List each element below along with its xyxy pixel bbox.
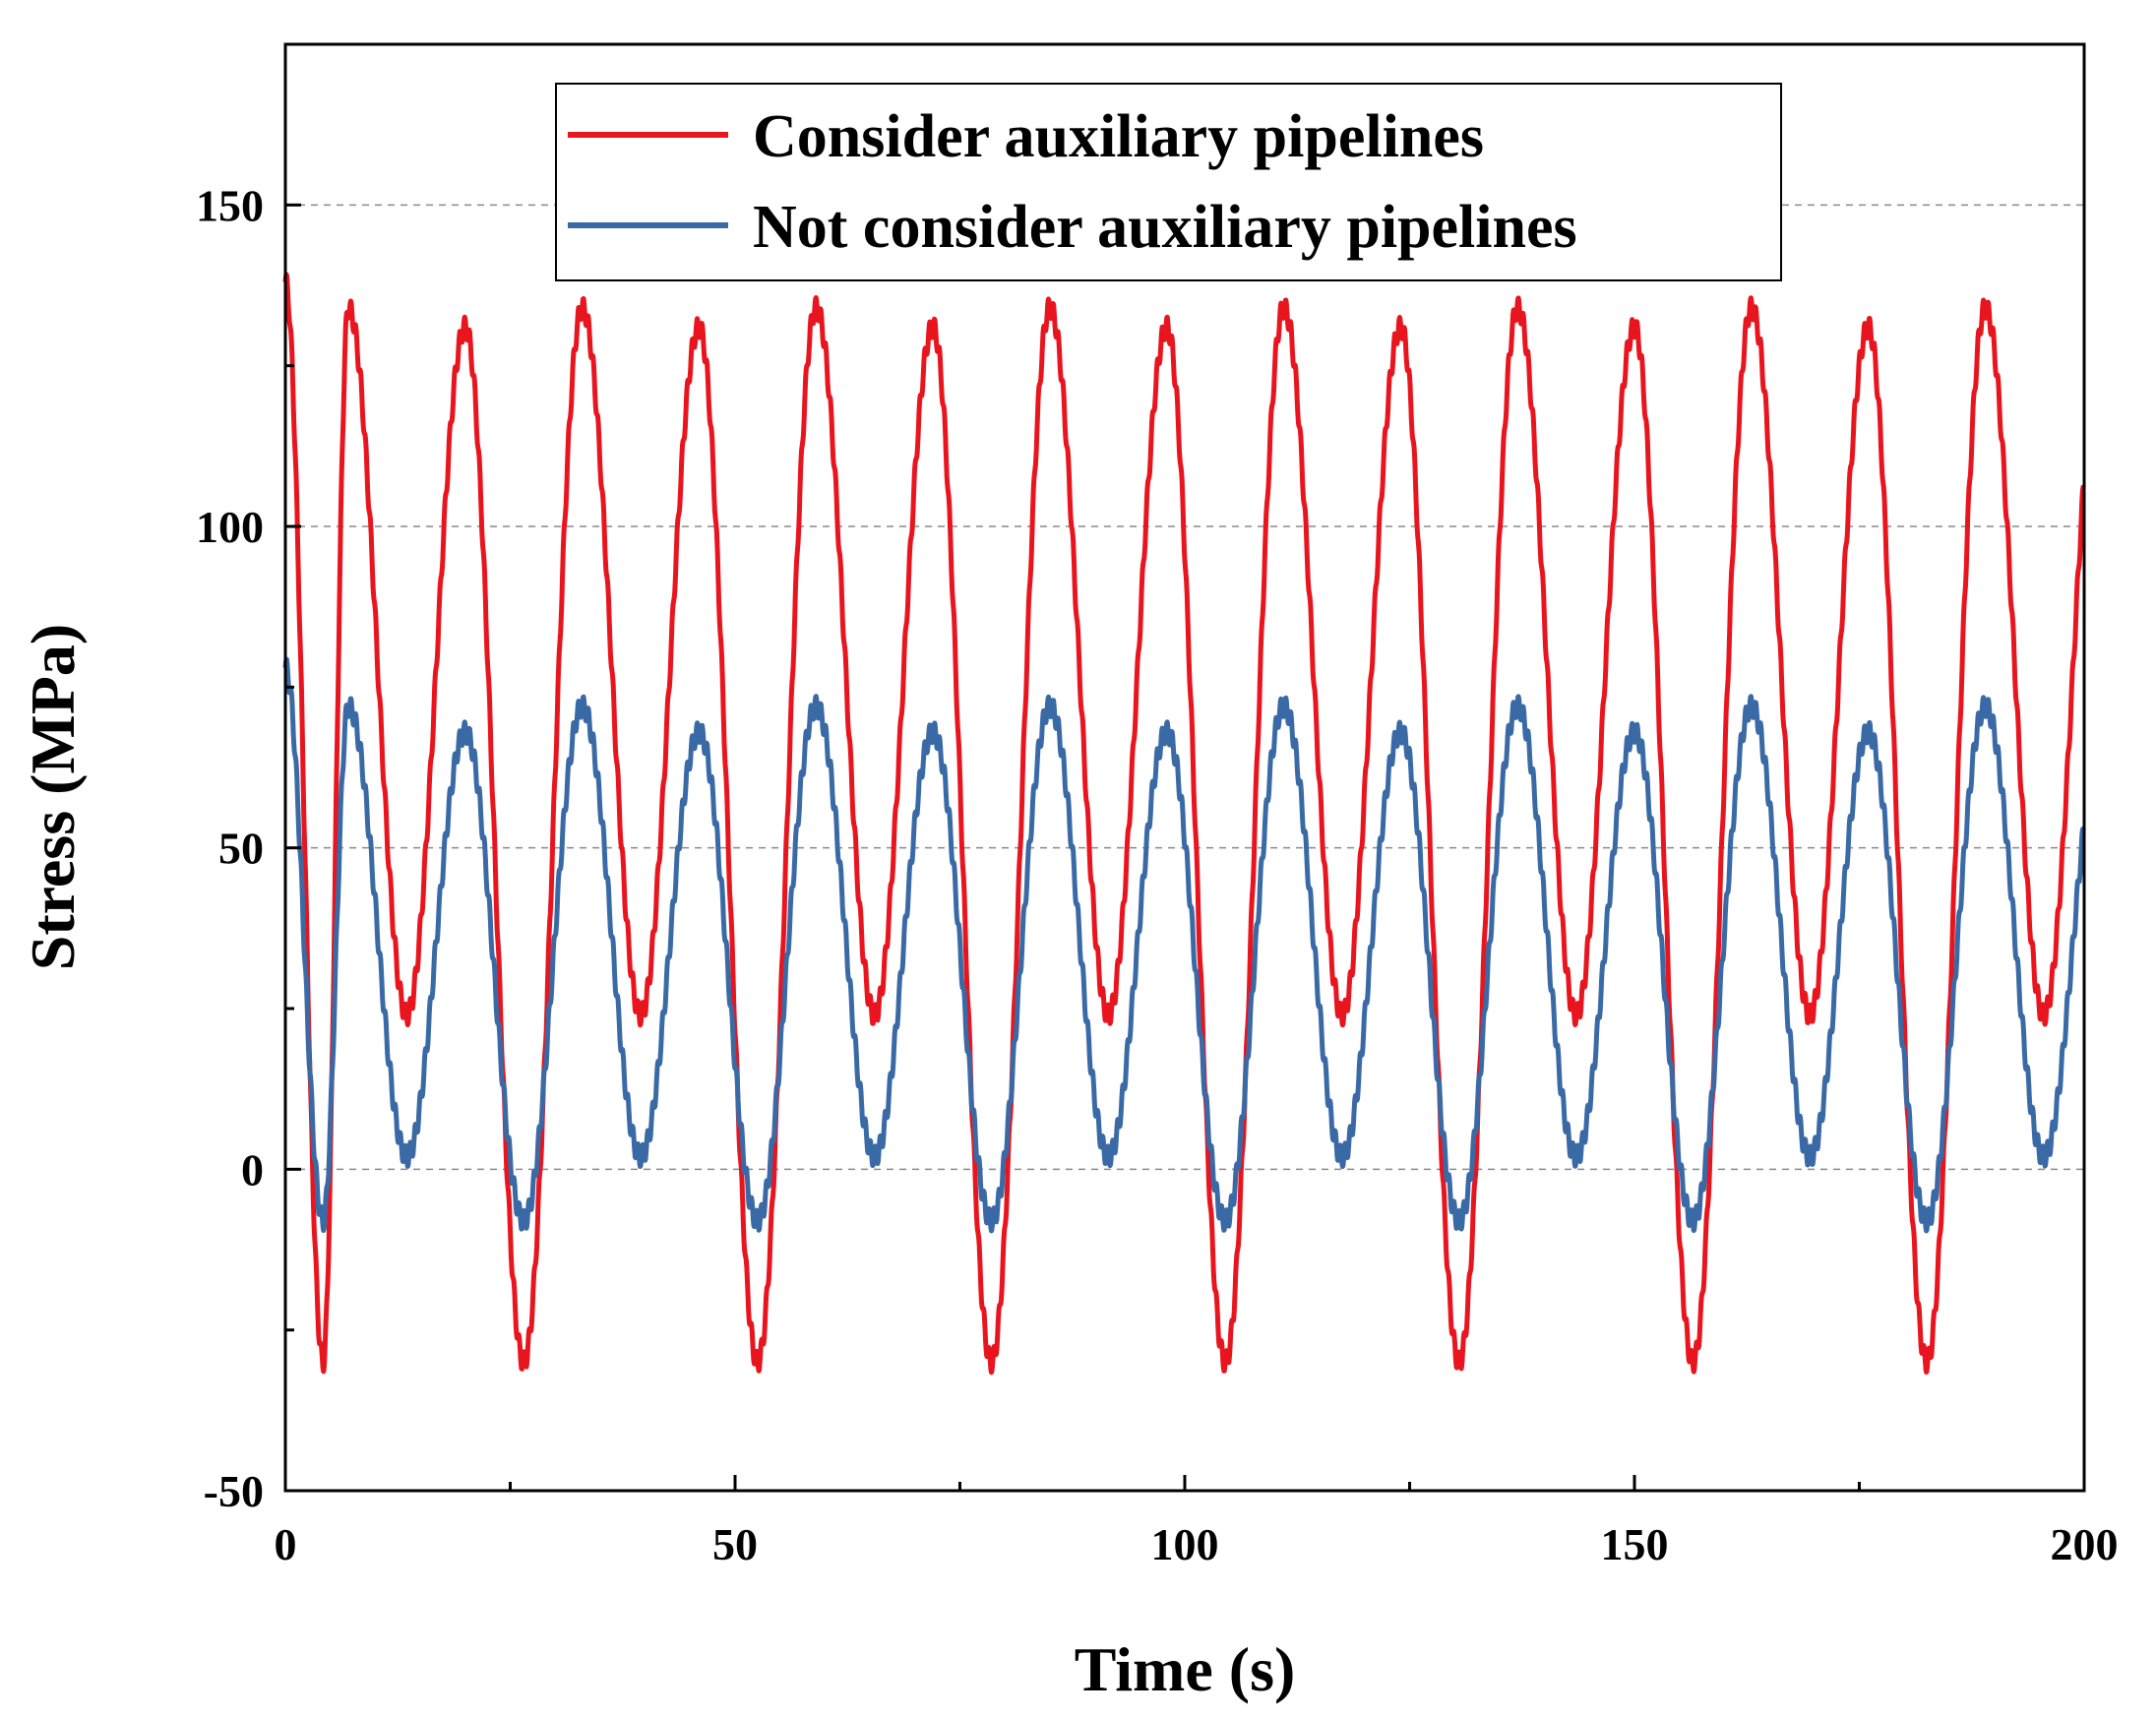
legend-label-not-consider: Not consider auxiliary pipelines: [753, 194, 1577, 261]
y-tick-label: 50: [218, 824, 264, 874]
grid-lines: [285, 204, 2084, 1171]
x-tick-label: 200: [2051, 1519, 2119, 1569]
legend-box: [555, 83, 1782, 281]
x-tick-label: 150: [1601, 1519, 1669, 1569]
x-tick-label: 0: [275, 1519, 297, 1569]
y-axis-title: Stress (MPa): [18, 624, 88, 971]
x-axis-title: Time (s): [1075, 1634, 1296, 1704]
legend-label-consider: Consider auxiliary pipelines: [753, 103, 1484, 170]
x-tick-label: 100: [1151, 1519, 1219, 1569]
series-consider-line: [282, 272, 2086, 1376]
y-tick-label: 0: [241, 1144, 264, 1195]
x-tick-label: 50: [712, 1519, 758, 1569]
y-tick-label: -50: [204, 1466, 264, 1516]
y-tick-label: 100: [196, 502, 264, 552]
legend: Consider auxiliary pipelines Not conside…: [555, 83, 1782, 281]
y-tick-label: 150: [196, 180, 264, 230]
series-layer: [282, 272, 2086, 1376]
series-not-consider-line: [282, 656, 2086, 1234]
